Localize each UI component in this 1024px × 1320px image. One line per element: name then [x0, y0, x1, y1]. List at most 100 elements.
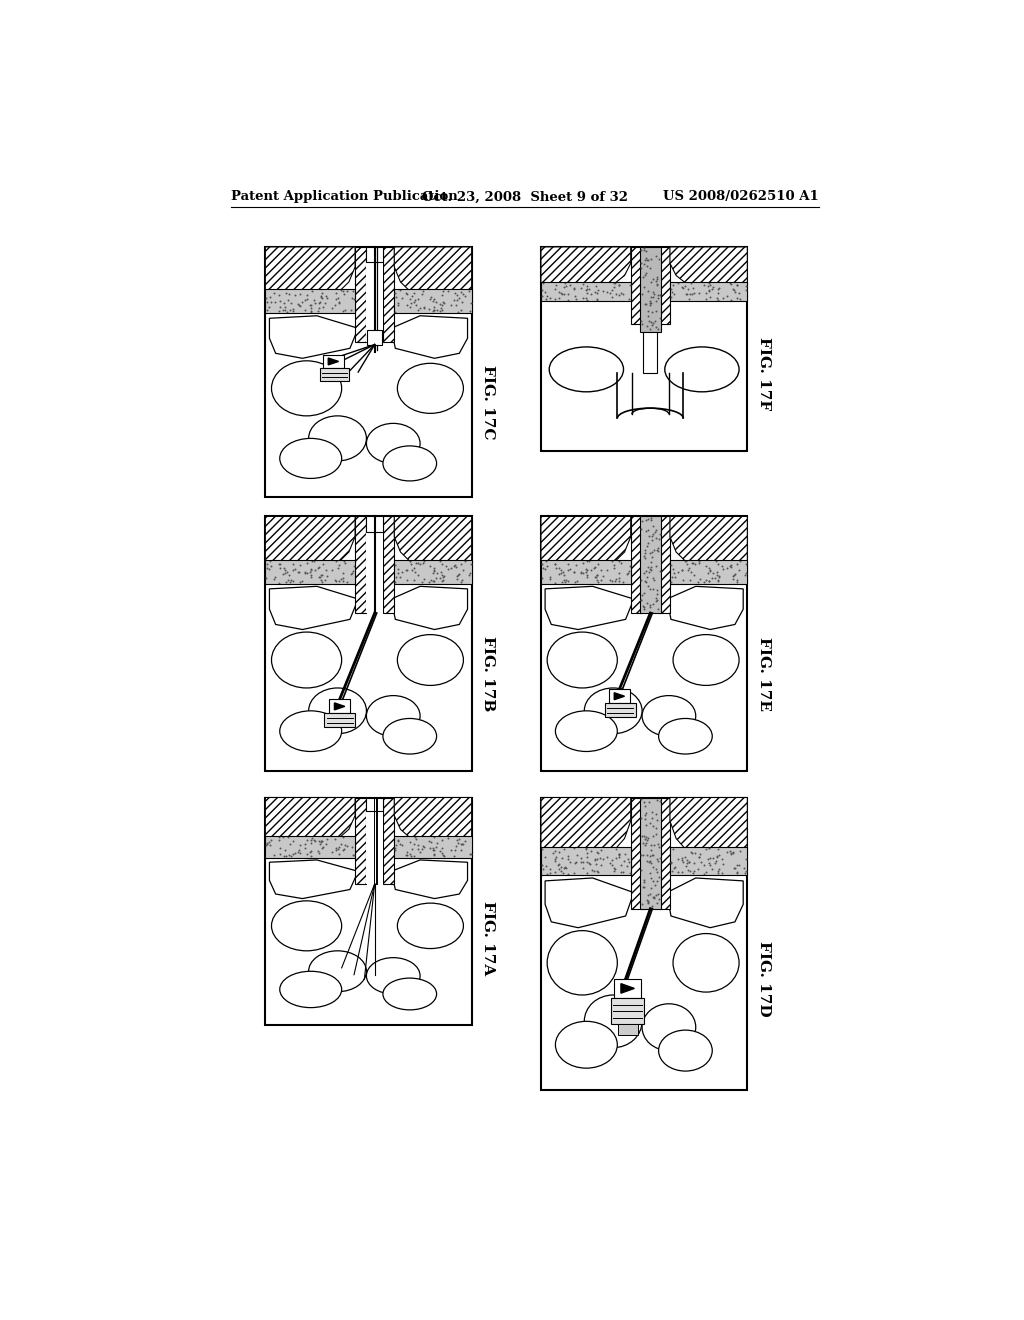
Bar	[640, 797, 660, 908]
Point	[280, 570, 296, 591]
Point	[611, 843, 628, 865]
Point	[534, 285, 550, 306]
Ellipse shape	[585, 995, 642, 1048]
Point	[679, 853, 695, 874]
Point	[535, 557, 551, 578]
Point	[449, 569, 465, 590]
Point	[667, 566, 683, 587]
Point	[588, 276, 604, 297]
Point	[705, 847, 721, 869]
Point	[634, 585, 650, 606]
Point	[643, 286, 659, 308]
Point	[649, 318, 666, 339]
Point	[462, 562, 478, 583]
Point	[732, 550, 749, 572]
Point	[290, 293, 306, 314]
Point	[645, 269, 662, 290]
Point	[637, 264, 653, 285]
Point	[401, 297, 418, 318]
Point	[732, 841, 749, 862]
Point	[723, 843, 739, 865]
Point	[586, 557, 602, 578]
Point	[621, 851, 637, 873]
Point	[644, 801, 660, 822]
Point	[674, 849, 690, 870]
Point	[445, 556, 462, 577]
Point	[678, 550, 694, 572]
Point	[345, 561, 361, 582]
Point	[711, 277, 727, 298]
Bar	[640, 516, 660, 612]
Point	[663, 853, 679, 874]
Point	[701, 561, 718, 582]
Point	[644, 845, 660, 866]
Point	[551, 558, 567, 579]
Point	[649, 789, 666, 810]
Point	[283, 845, 299, 866]
Point	[599, 846, 615, 867]
Point	[282, 300, 298, 321]
Point	[337, 553, 353, 574]
Point	[310, 297, 327, 318]
Polygon shape	[670, 797, 748, 862]
Point	[622, 556, 638, 577]
Point	[292, 842, 308, 863]
Point	[450, 565, 466, 586]
Point	[603, 855, 620, 876]
Point	[700, 276, 717, 297]
Point	[574, 562, 591, 583]
Point	[663, 279, 679, 300]
Point	[335, 840, 351, 861]
Point	[259, 834, 275, 855]
Point	[729, 572, 745, 593]
Point	[711, 566, 727, 587]
Point	[399, 570, 416, 591]
Bar	[541, 847, 631, 875]
Point	[421, 298, 437, 319]
Point	[285, 570, 301, 591]
Point	[708, 568, 724, 589]
Point	[569, 843, 586, 865]
Point	[312, 566, 329, 587]
Point	[648, 870, 665, 891]
Point	[635, 833, 651, 854]
Point	[679, 850, 695, 871]
Point	[719, 558, 735, 579]
Point	[434, 553, 451, 574]
Point	[553, 284, 569, 305]
Point	[431, 568, 447, 589]
Point	[426, 826, 442, 847]
Point	[336, 550, 352, 572]
Point	[291, 840, 307, 861]
Point	[313, 282, 330, 304]
Point	[537, 558, 553, 579]
Point	[434, 842, 451, 863]
Point	[645, 578, 662, 599]
Point	[683, 562, 699, 583]
Bar	[383, 247, 394, 342]
Point	[644, 546, 660, 568]
Ellipse shape	[367, 696, 420, 737]
Point	[399, 845, 416, 866]
Point	[595, 849, 611, 870]
Point	[271, 301, 288, 322]
Point	[723, 557, 739, 578]
Point	[313, 832, 330, 853]
Point	[647, 310, 664, 331]
Point	[574, 858, 591, 879]
Point	[390, 294, 407, 315]
Point	[645, 540, 662, 561]
Ellipse shape	[383, 446, 436, 480]
Point	[709, 846, 725, 867]
Point	[542, 566, 558, 587]
Point	[648, 824, 665, 845]
Point	[566, 277, 583, 298]
Point	[642, 556, 658, 577]
Point	[538, 550, 554, 572]
Point	[639, 315, 655, 337]
Point	[290, 561, 306, 582]
Point	[670, 561, 686, 582]
Point	[611, 550, 628, 572]
Point	[450, 285, 466, 306]
Point	[312, 834, 329, 855]
